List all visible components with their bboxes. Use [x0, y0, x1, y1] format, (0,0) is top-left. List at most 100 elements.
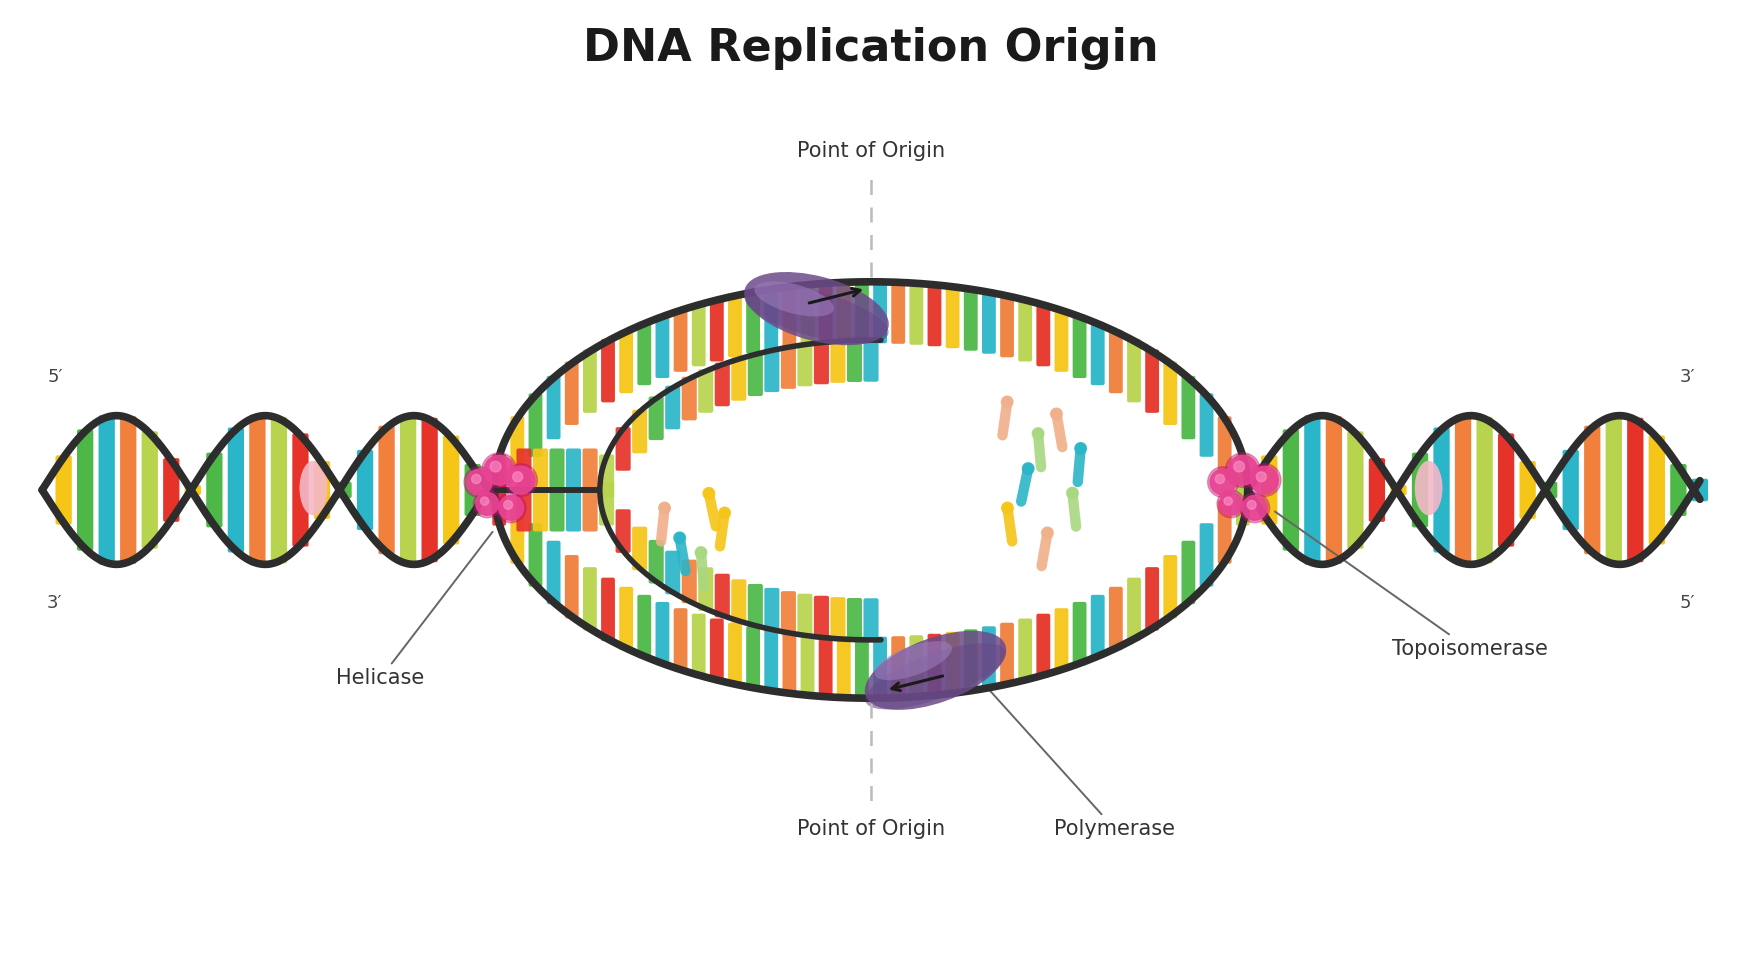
FancyBboxPatch shape [728, 622, 742, 686]
Circle shape [719, 508, 730, 518]
FancyBboxPatch shape [566, 488, 582, 531]
FancyBboxPatch shape [1054, 309, 1068, 371]
FancyBboxPatch shape [1019, 618, 1031, 682]
FancyBboxPatch shape [77, 429, 94, 551]
FancyBboxPatch shape [615, 427, 631, 470]
FancyBboxPatch shape [747, 584, 763, 627]
FancyBboxPatch shape [618, 329, 632, 393]
Circle shape [1228, 456, 1258, 485]
Circle shape [474, 490, 502, 517]
Circle shape [1002, 396, 1012, 408]
FancyBboxPatch shape [765, 349, 779, 392]
Ellipse shape [864, 631, 1007, 710]
FancyBboxPatch shape [357, 450, 373, 530]
FancyBboxPatch shape [378, 425, 395, 555]
FancyBboxPatch shape [1181, 375, 1195, 439]
Circle shape [1225, 453, 1259, 487]
FancyBboxPatch shape [1282, 429, 1300, 551]
FancyBboxPatch shape [249, 415, 265, 565]
FancyBboxPatch shape [927, 283, 941, 346]
FancyBboxPatch shape [801, 283, 815, 346]
FancyBboxPatch shape [493, 463, 507, 525]
FancyBboxPatch shape [963, 629, 977, 693]
FancyBboxPatch shape [99, 416, 115, 564]
Circle shape [695, 547, 707, 559]
Circle shape [1240, 493, 1270, 522]
Ellipse shape [300, 461, 327, 515]
FancyBboxPatch shape [1110, 587, 1124, 651]
Circle shape [1233, 462, 1244, 472]
FancyBboxPatch shape [765, 629, 779, 693]
FancyBboxPatch shape [442, 435, 460, 545]
Circle shape [1249, 464, 1280, 497]
Circle shape [674, 532, 685, 544]
FancyBboxPatch shape [648, 397, 664, 440]
FancyBboxPatch shape [564, 555, 578, 618]
FancyBboxPatch shape [638, 321, 652, 385]
Text: 3′: 3′ [47, 594, 63, 612]
FancyBboxPatch shape [1127, 339, 1141, 403]
FancyBboxPatch shape [1563, 450, 1578, 530]
FancyBboxPatch shape [732, 357, 746, 401]
FancyBboxPatch shape [963, 287, 977, 351]
FancyBboxPatch shape [1181, 541, 1195, 605]
FancyBboxPatch shape [1606, 415, 1622, 565]
FancyBboxPatch shape [533, 488, 549, 531]
Circle shape [483, 453, 517, 487]
FancyBboxPatch shape [185, 485, 200, 495]
FancyBboxPatch shape [1164, 362, 1178, 425]
FancyBboxPatch shape [336, 482, 352, 498]
FancyBboxPatch shape [1235, 455, 1249, 517]
FancyBboxPatch shape [1691, 478, 1709, 502]
Circle shape [1225, 497, 1232, 506]
Text: Helicase: Helicase [336, 532, 493, 689]
FancyBboxPatch shape [1110, 329, 1124, 393]
FancyBboxPatch shape [746, 290, 760, 354]
FancyBboxPatch shape [164, 459, 179, 521]
FancyBboxPatch shape [648, 540, 664, 583]
Circle shape [496, 493, 526, 522]
Circle shape [1251, 466, 1279, 494]
FancyBboxPatch shape [873, 280, 887, 343]
FancyBboxPatch shape [836, 636, 850, 700]
FancyBboxPatch shape [681, 376, 697, 420]
Circle shape [484, 456, 514, 485]
FancyBboxPatch shape [1090, 595, 1104, 659]
FancyBboxPatch shape [1000, 294, 1014, 358]
FancyBboxPatch shape [601, 339, 615, 403]
FancyBboxPatch shape [1498, 433, 1514, 547]
FancyBboxPatch shape [873, 637, 887, 700]
FancyBboxPatch shape [528, 523, 542, 587]
FancyBboxPatch shape [465, 464, 481, 516]
FancyBboxPatch shape [780, 345, 796, 389]
Circle shape [503, 501, 512, 510]
FancyBboxPatch shape [1036, 613, 1050, 677]
FancyBboxPatch shape [1434, 427, 1449, 553]
Circle shape [490, 462, 502, 472]
FancyBboxPatch shape [665, 386, 679, 429]
FancyBboxPatch shape [120, 416, 136, 564]
FancyBboxPatch shape [1648, 435, 1665, 545]
FancyBboxPatch shape [892, 636, 906, 700]
FancyBboxPatch shape [927, 634, 941, 697]
FancyBboxPatch shape [1144, 567, 1158, 630]
FancyBboxPatch shape [1347, 431, 1364, 549]
FancyBboxPatch shape [782, 632, 796, 695]
Circle shape [704, 488, 714, 499]
FancyBboxPatch shape [847, 598, 862, 642]
FancyBboxPatch shape [711, 618, 723, 682]
Circle shape [1216, 474, 1225, 483]
FancyBboxPatch shape [206, 453, 223, 527]
FancyBboxPatch shape [584, 567, 598, 630]
FancyBboxPatch shape [1411, 453, 1428, 527]
FancyBboxPatch shape [1090, 321, 1104, 385]
FancyBboxPatch shape [982, 290, 996, 354]
FancyBboxPatch shape [801, 634, 815, 697]
FancyBboxPatch shape [1218, 501, 1232, 564]
FancyBboxPatch shape [728, 294, 742, 358]
FancyBboxPatch shape [655, 315, 669, 378]
FancyBboxPatch shape [56, 456, 71, 524]
FancyBboxPatch shape [711, 298, 723, 362]
FancyBboxPatch shape [293, 433, 308, 547]
FancyBboxPatch shape [909, 281, 923, 345]
